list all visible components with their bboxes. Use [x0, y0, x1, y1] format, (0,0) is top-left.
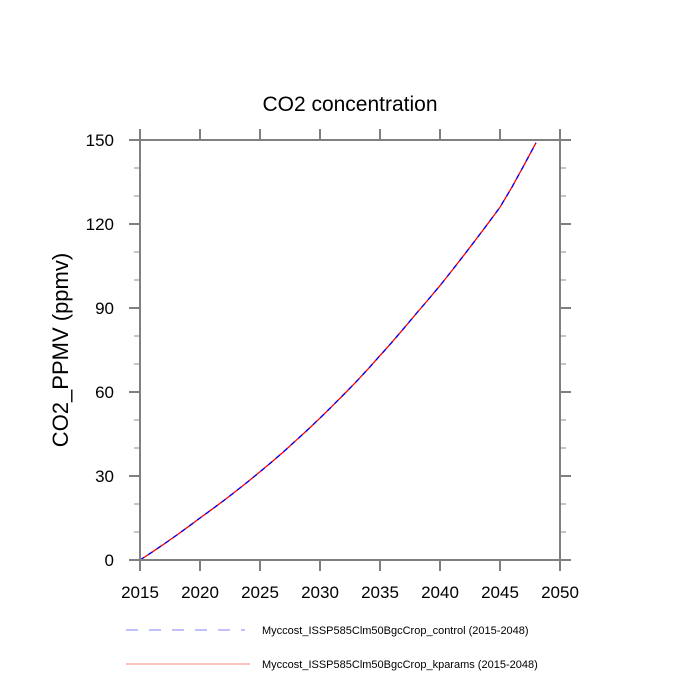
x-tick-label: 2050	[541, 583, 579, 602]
y-tick-label: 150	[86, 131, 114, 150]
y-axis: 0 30 60 90 120 150	[86, 130, 571, 570]
x-tick-label: 2025	[241, 583, 279, 602]
legend-label-kparams: Myccost_ISSP585Clm50BgcCrop_kparams (201…	[262, 659, 538, 671]
y-tick-label: 0	[105, 551, 114, 570]
y-tick-label: 120	[86, 215, 114, 234]
x-tick-label: 2040	[421, 583, 459, 602]
series-line-control	[139, 142, 537, 561]
x-axis: 2015 2020 2025 2030 2035 2040 2045 2050	[121, 129, 579, 602]
legend-label-control: Myccost_ISSP585Clm50BgcCrop_control (201…	[262, 625, 529, 637]
legend: Myccost_ISSP585Clm50BgcCrop_control (201…	[126, 625, 538, 671]
y-tick-label: 30	[95, 467, 114, 486]
y-tick-label: 60	[95, 383, 114, 402]
x-tick-label: 2035	[361, 583, 399, 602]
series-layer	[139, 142, 537, 561]
y-axis-label: CO2_PPMV (ppmv)	[48, 253, 73, 447]
x-tick-label: 2030	[301, 583, 339, 602]
chart-title: CO2 concentration	[262, 93, 437, 116]
x-tick-label: 2020	[181, 583, 219, 602]
y-tick-label: 90	[95, 299, 114, 318]
x-tick-label: 2045	[481, 583, 519, 602]
x-tick-label: 2015	[121, 583, 159, 602]
